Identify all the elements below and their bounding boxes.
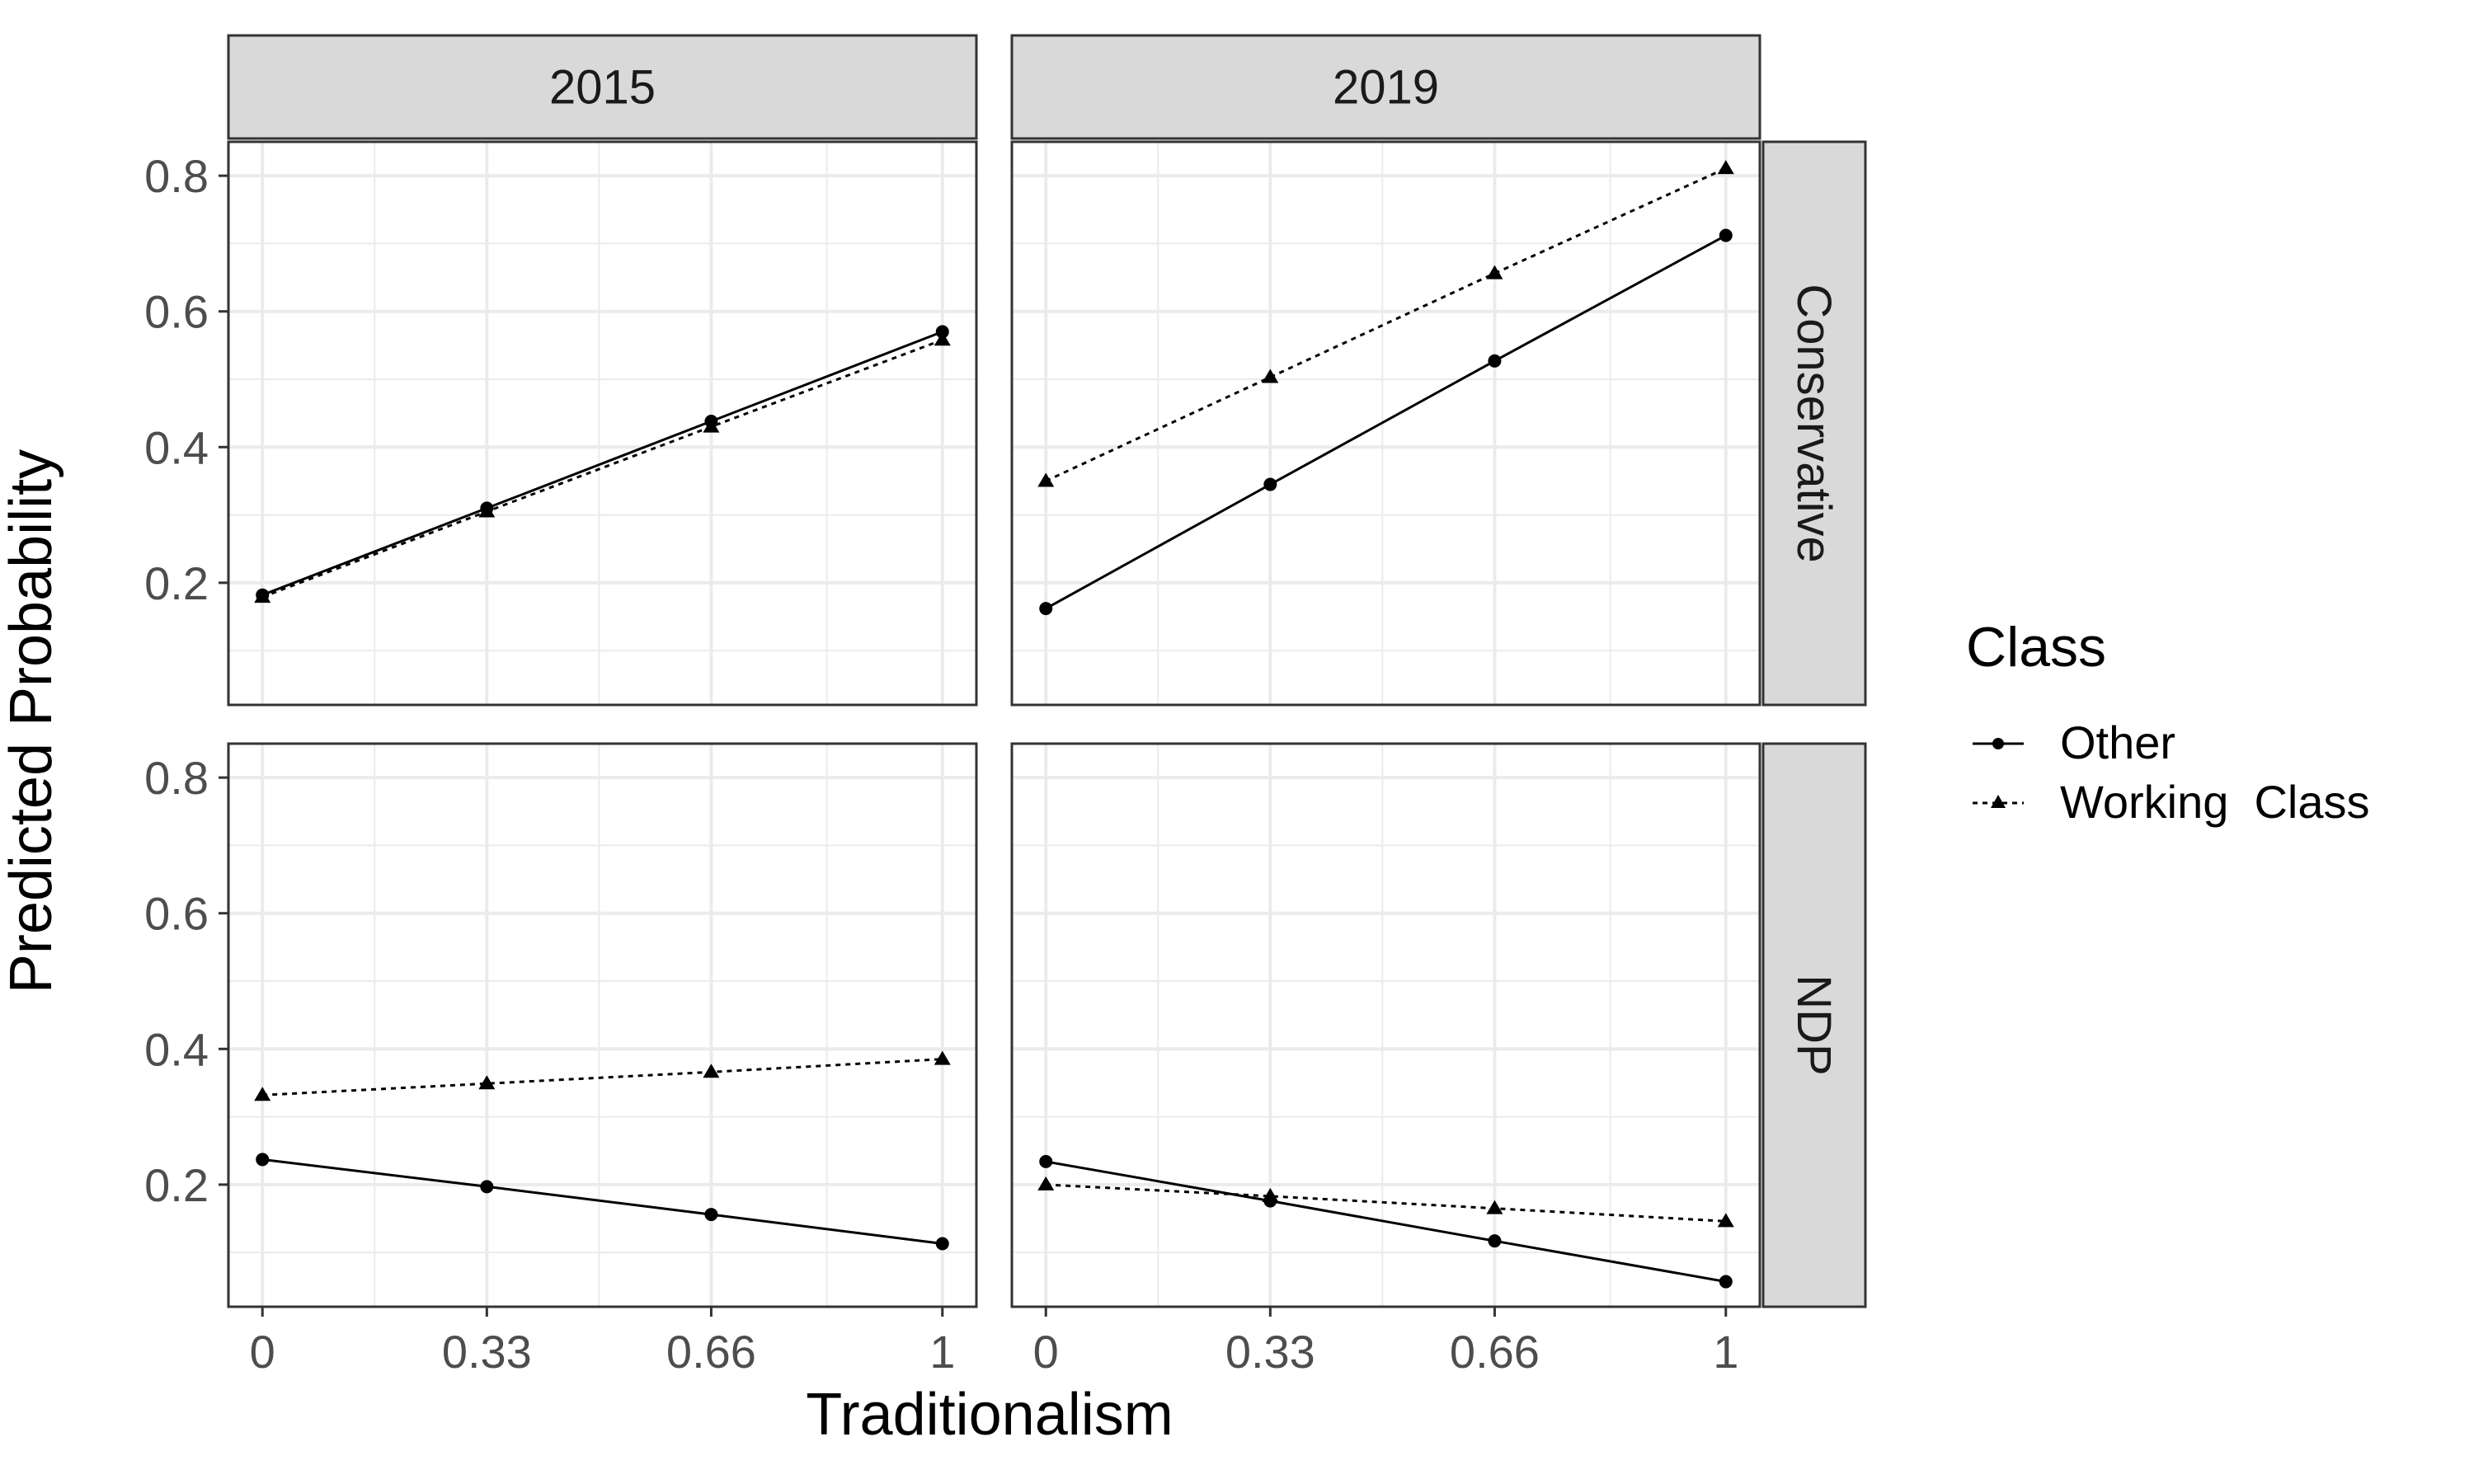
y-axis-title: Predicted Probability bbox=[0, 449, 64, 993]
point-working-class bbox=[1037, 1176, 1055, 1190]
y-tick-label: 0.6 bbox=[144, 286, 209, 338]
y-tick-label: 0.8 bbox=[144, 150, 209, 202]
series-line-other bbox=[262, 1158, 943, 1245]
facet-strip-ndp bbox=[1761, 742, 1867, 1308]
point-other bbox=[256, 1153, 270, 1167]
facet-strips: 2015 2019 Conservative NDP bbox=[227, 34, 1867, 1308]
point-working-class bbox=[478, 1075, 496, 1090]
point-working-class bbox=[1717, 1213, 1734, 1228]
series-line-other bbox=[1045, 234, 1727, 610]
panel-border bbox=[1010, 742, 1761, 1308]
y-tick-label: 0.4 bbox=[144, 1023, 209, 1075]
point-other bbox=[704, 1208, 718, 1222]
legend-label-other: Other bbox=[2060, 716, 2175, 768]
point-other bbox=[1719, 1275, 1733, 1289]
panel-2019-conservative bbox=[1010, 140, 1761, 707]
facet-label-ndp: NDP bbox=[1787, 974, 1841, 1075]
series-line-working-class bbox=[1046, 1183, 1726, 1223]
panel-border bbox=[227, 742, 978, 1308]
panels bbox=[227, 140, 1761, 1308]
point-working-class bbox=[254, 589, 271, 603]
x-tick-label: 0.66 bbox=[1450, 1326, 1540, 1378]
x-axis-title: Traditionalism bbox=[806, 1382, 1173, 1448]
legend: Class Other Working Class bbox=[1966, 616, 2370, 828]
point-working-class bbox=[934, 1050, 951, 1065]
y-tick-label: 0.2 bbox=[144, 557, 209, 609]
panel-background bbox=[1012, 142, 1760, 705]
point-working-class bbox=[1717, 160, 1734, 175]
x-tick-label: 0.33 bbox=[442, 1326, 532, 1378]
y-tick-label: 0.8 bbox=[144, 752, 209, 804]
panel-2019-ndp bbox=[1010, 742, 1761, 1308]
legend-key-marker-working-class bbox=[1991, 795, 2006, 808]
x-tick-label: 0.66 bbox=[666, 1326, 756, 1378]
point-working-class bbox=[703, 1064, 720, 1078]
point-working-class bbox=[1262, 369, 1279, 383]
point-other bbox=[480, 1180, 494, 1194]
point-working-class bbox=[934, 331, 951, 346]
facet-label-conservative: Conservative bbox=[1787, 284, 1841, 562]
series-line-working-class bbox=[262, 1058, 943, 1097]
point-working-class bbox=[1486, 265, 1503, 279]
series-line-working-class bbox=[261, 338, 943, 599]
y-tick-label: 0.4 bbox=[144, 421, 209, 473]
panel-background bbox=[1012, 744, 1760, 1307]
facet-strip-conservative bbox=[1761, 140, 1867, 707]
point-working-class bbox=[1262, 1187, 1279, 1202]
point-working-class bbox=[1486, 1200, 1503, 1214]
panel-2015-ndp bbox=[227, 742, 978, 1308]
y-tick-label: 0.6 bbox=[144, 888, 209, 940]
x-tick-label: 1 bbox=[929, 1326, 955, 1378]
panel-2015-conservative bbox=[227, 140, 978, 707]
point-working-class bbox=[254, 1087, 271, 1101]
point-other bbox=[1719, 228, 1733, 242]
legend-item-other: Other bbox=[1973, 716, 2175, 768]
facet-strip-2015 bbox=[227, 34, 978, 140]
legend-key-marker-other bbox=[1992, 738, 2004, 749]
facet-label-2019: 2019 bbox=[1333, 61, 1439, 115]
point-other bbox=[1263, 477, 1277, 491]
x-tick-label: 0 bbox=[1033, 1326, 1059, 1378]
x-tick-label: 0.33 bbox=[1225, 1326, 1315, 1378]
point-other bbox=[1488, 1234, 1502, 1248]
series-line-working-class bbox=[1045, 167, 1727, 482]
panel-border bbox=[227, 140, 978, 707]
legend-item-working-class: Working Class bbox=[1973, 776, 2370, 828]
facet-label-2015: 2015 bbox=[549, 61, 656, 115]
facet-strip-2019 bbox=[1010, 34, 1761, 140]
y-tick-label: 0.2 bbox=[144, 1159, 209, 1211]
point-other bbox=[1039, 1154, 1053, 1168]
series-line-other bbox=[1045, 1160, 1727, 1284]
point-working-class bbox=[478, 503, 496, 518]
point-other bbox=[1039, 602, 1053, 616]
x-tick-label: 1 bbox=[1713, 1326, 1738, 1378]
panel-border bbox=[1010, 140, 1761, 707]
point-working-class bbox=[703, 418, 720, 433]
legend-title: Class bbox=[1966, 616, 2106, 679]
panel-background bbox=[228, 142, 976, 705]
panel-background bbox=[228, 744, 976, 1307]
x-tick-label: 0 bbox=[250, 1326, 275, 1378]
point-working-class bbox=[1037, 472, 1055, 487]
legend-label-working-class: Working Class bbox=[2060, 776, 2370, 828]
series-line-other bbox=[261, 331, 943, 597]
point-other bbox=[1488, 354, 1502, 368]
point-other bbox=[935, 1237, 949, 1251]
axes: 0.2 0.4 0.6 0.8 0.2 0.4 0.6 0.8 0 0.33 0.66 1 0 0.33 0… bbox=[144, 150, 1738, 1378]
